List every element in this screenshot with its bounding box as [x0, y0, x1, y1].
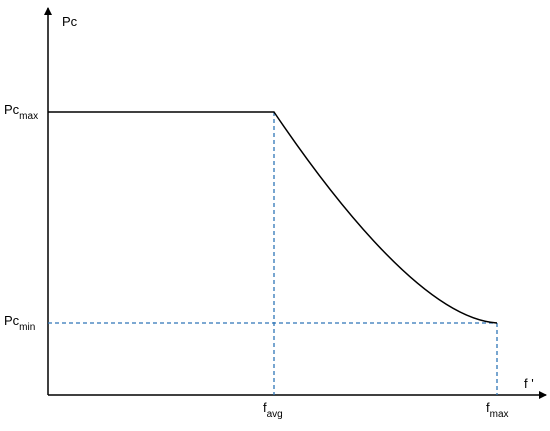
label-sub: avg — [267, 409, 283, 420]
label-sub: min — [19, 322, 35, 333]
label-sub: max — [490, 409, 509, 420]
label-base: Pc — [4, 102, 20, 117]
pc-min-label: Pcmin — [4, 313, 35, 333]
label-base: Pc — [4, 313, 20, 328]
f-max-label: fmax — [486, 400, 509, 420]
power-curve — [48, 111, 498, 324]
label-base: f — [263, 400, 267, 415]
f-avg-label: favg — [263, 400, 283, 420]
pc-max-label: Pcmax — [4, 102, 38, 122]
label-base: f — [486, 400, 490, 415]
x-axis-label: f ' — [524, 376, 534, 391]
y-axis-label: Pc — [62, 14, 78, 29]
label-sub: max — [19, 111, 38, 122]
